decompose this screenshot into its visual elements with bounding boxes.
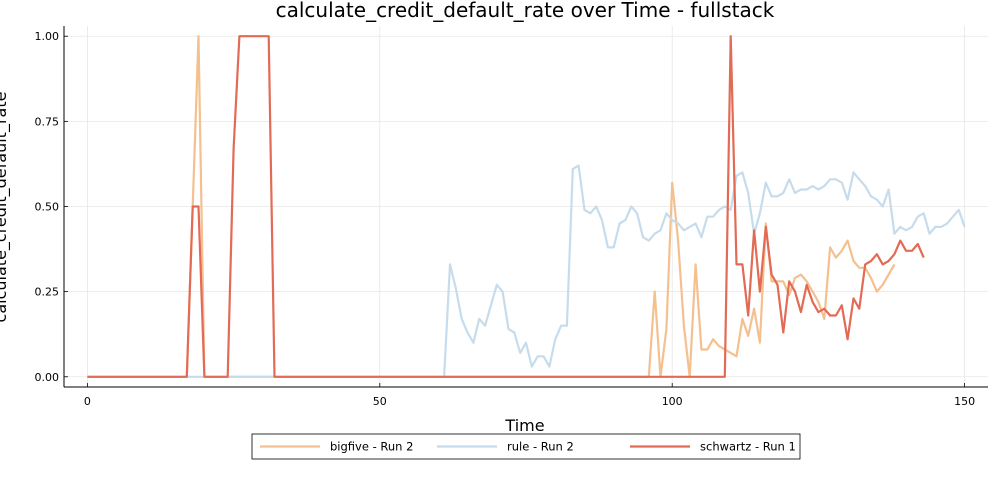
series-line-2 bbox=[87, 35, 925, 378]
x-tick-label: 50 bbox=[373, 395, 387, 408]
series-lines bbox=[87, 35, 966, 378]
chart-title: calculate_credit_default_rate over Time … bbox=[276, 0, 775, 22]
series-line-0 bbox=[87, 35, 896, 378]
y-tick-label: 0.50 bbox=[35, 201, 60, 214]
legend-label-0: bigfive - Run 2 bbox=[330, 440, 413, 454]
legend-label-2: schwartz - Run 1 bbox=[700, 440, 796, 454]
legend: bigfive - Run 2 rule - Run 2 schwartz - Ru… bbox=[251, 433, 801, 460]
legend-box bbox=[251, 433, 801, 460]
y-tick-label: 0.25 bbox=[35, 286, 60, 299]
x-tick-label: 150 bbox=[954, 395, 975, 408]
legend-label-1: rule - Run 2 bbox=[507, 440, 574, 454]
x-tick-label: 0 bbox=[84, 395, 91, 408]
y-axis-label: calculate_credit_default_rate bbox=[0, 92, 11, 323]
axes: 0 50 100 150 0.00 0.25 0.50 0.75 1.00 bbox=[35, 26, 988, 408]
y-tick-label: 0.75 bbox=[35, 115, 60, 128]
series-line-1 bbox=[87, 164, 966, 378]
y-tick-label: 1.00 bbox=[35, 30, 60, 43]
x-axis-label: Time bbox=[504, 416, 544, 435]
x-tick-label: 100 bbox=[662, 395, 683, 408]
y-tick-label: 0.00 bbox=[35, 371, 60, 384]
